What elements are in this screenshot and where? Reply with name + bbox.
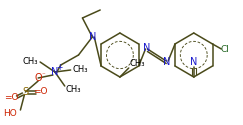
Text: O: O <box>34 73 42 83</box>
Text: CH₃: CH₃ <box>23 56 38 66</box>
Text: HO: HO <box>3 108 17 118</box>
Text: =O: =O <box>33 88 47 96</box>
Text: N: N <box>143 43 150 53</box>
Text: =O: =O <box>4 94 19 102</box>
Text: CH₃: CH₃ <box>66 86 81 94</box>
Text: CH₃: CH₃ <box>130 60 145 68</box>
Text: ⁻: ⁻ <box>41 72 45 78</box>
Text: N: N <box>164 57 171 67</box>
Text: Cl: Cl <box>221 46 230 54</box>
Text: N: N <box>89 32 96 42</box>
Text: N: N <box>190 57 198 67</box>
Text: S: S <box>22 87 28 97</box>
Text: CH₃: CH₃ <box>73 66 88 74</box>
Text: N: N <box>51 67 59 77</box>
Text: +: + <box>57 62 63 72</box>
